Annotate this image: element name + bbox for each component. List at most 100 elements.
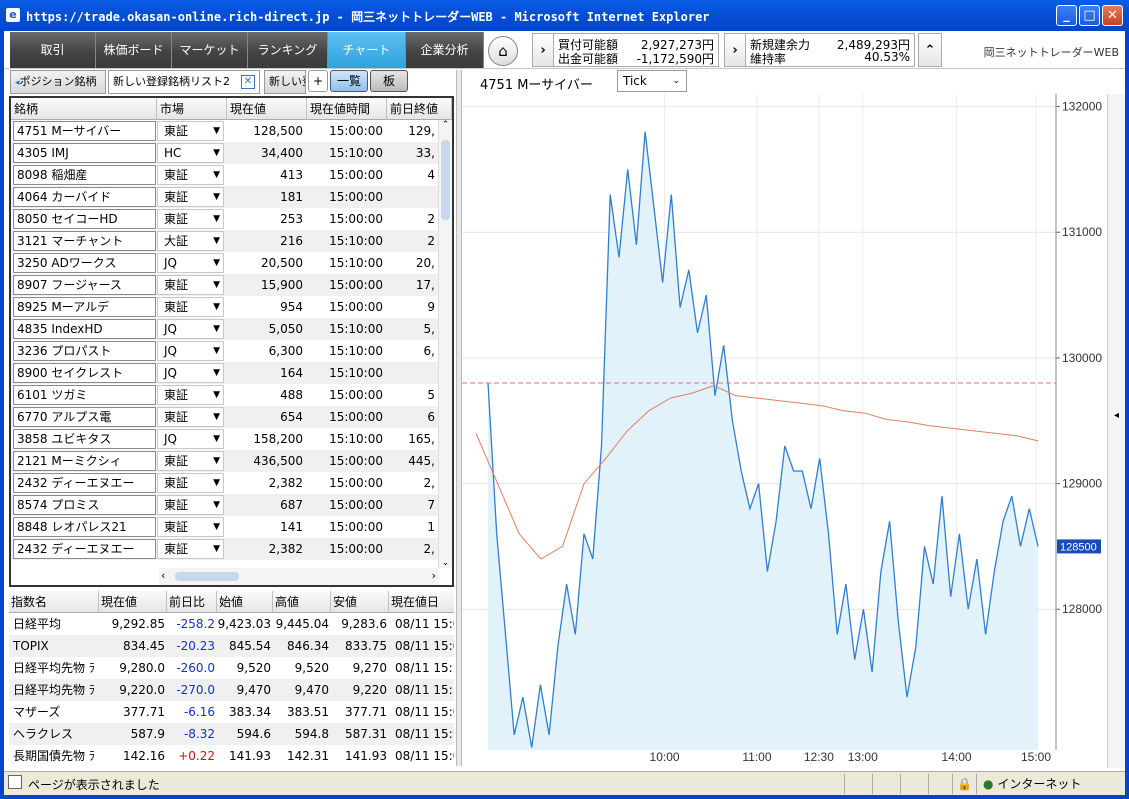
index-row[interactable]: 日経平均 9,292.85 -258.2 9,423.03 9,445.04 9,283.…: [9, 613, 454, 635]
table-row[interactable]: 4835 IndexHD JQ ▼ 5,050 15:10:00 5,: [11, 318, 438, 340]
vscroll-thumb[interactable]: [441, 140, 450, 220]
market-select[interactable]: 東証 ▼: [157, 385, 224, 405]
tab-new-list[interactable]: 新しい登: [264, 70, 306, 94]
minimize-button[interactable]: _: [1056, 5, 1077, 26]
market-select[interactable]: JQ ▼: [157, 341, 224, 361]
table-row[interactable]: 8907 フージャース 東証 ▼ 15,900 15:00:00 17,: [11, 274, 438, 296]
table-row[interactable]: 6101 ツガミ 東証 ▼ 488 15:00:00 5: [11, 384, 438, 406]
close-tab-icon[interactable]: ✕: [241, 75, 255, 89]
symbol-name[interactable]: 8848 レオパレス21: [13, 517, 156, 537]
scroll-up-icon[interactable]: ⌃: [441, 120, 450, 130]
nav-tab-company[interactable]: 企業分析: [406, 32, 484, 68]
symbol-name[interactable]: 4305 IMJ: [13, 143, 156, 163]
market-select[interactable]: 東証 ▼: [157, 539, 224, 559]
nav-tab-board[interactable]: 株価ボード: [96, 32, 172, 68]
symbol-name[interactable]: 3858 ユビキタス: [13, 429, 156, 449]
symbol-name[interactable]: 6101 ツガミ: [13, 385, 156, 405]
market-select[interactable]: 東証 ▼: [157, 495, 224, 515]
symbol-name[interactable]: 8574 プロミス: [13, 495, 156, 515]
market-select[interactable]: 東証 ▼: [157, 121, 224, 141]
symbol-name[interactable]: 8098 稲畑産: [13, 165, 156, 185]
symbol-name[interactable]: 8907 フージャース: [13, 275, 156, 295]
index-row[interactable]: マザーズ 377.71 -6.16 383.34 383.51 377.71 08/11 1…: [9, 701, 454, 723]
col-price[interactable]: 現在値: [227, 98, 307, 120]
symbol-name[interactable]: 2432 ディーエヌエー: [13, 473, 156, 493]
market-select[interactable]: 東証 ▼: [157, 165, 224, 185]
market-select[interactable]: JQ ▼: [157, 319, 224, 339]
market-select[interactable]: JQ ▼: [157, 253, 224, 273]
table-row[interactable]: 3858 ユビキタス JQ ▼ 158,200 15:10:00 165,: [11, 428, 438, 450]
watchlist-hscroll[interactable]: ‹ ›: [159, 568, 438, 585]
market-select[interactable]: 東証 ▼: [157, 275, 224, 295]
nav-tab-chart[interactable]: チャート: [328, 32, 406, 68]
tab-watchlist-2[interactable]: 新しい登録銘柄リスト2 ✕: [108, 70, 260, 94]
right-panel-toggle[interactable]: ◂: [1107, 94, 1125, 768]
table-row[interactable]: 2432 ディーエヌエー 東証 ▼ 2,382 15:00:00 2,: [11, 538, 438, 560]
board-view-button[interactable]: 板: [370, 70, 408, 92]
symbol-name[interactable]: 8900 セイクレスト: [13, 363, 156, 383]
col-time[interactable]: 現在値時間: [307, 98, 387, 120]
market-select[interactable]: JQ ▼: [157, 429, 224, 449]
collapse-up-button[interactable]: ⌃: [918, 33, 942, 67]
hscroll-thumb[interactable]: [175, 572, 239, 581]
symbol-name[interactable]: 2121 Mーミクシィ: [13, 451, 156, 471]
symbol-name[interactable]: 4835 IndexHD: [13, 319, 156, 339]
col-index-high[interactable]: 高値: [273, 591, 331, 613]
market-select[interactable]: 大証 ▼: [157, 231, 224, 251]
index-row[interactable]: 長期国債先物 ﾗ 142.16 +0.22 141.93 142.31 141.93 08/…: [9, 745, 454, 767]
market-select[interactable]: 東証 ▼: [157, 451, 224, 471]
table-row[interactable]: 8900 セイクレスト JQ ▼ 164 15:10:00: [11, 362, 438, 384]
table-row[interactable]: 3121 マーチャント 大証 ▼ 216 15:10:00 2: [11, 230, 438, 252]
table-row[interactable]: 3236 プロパスト JQ ▼ 6,300 15:10:00 6,: [11, 340, 438, 362]
table-row[interactable]: 3250 ADワークス JQ ▼ 20,500 15:10:00 20,: [11, 252, 438, 274]
symbol-name[interactable]: 4064 カーバイド: [13, 187, 156, 207]
market-select[interactable]: JQ ▼: [157, 363, 224, 383]
col-prev[interactable]: 前日終値: [387, 98, 452, 120]
col-index-open[interactable]: 始値: [217, 591, 273, 613]
market-select[interactable]: 東証 ▼: [157, 297, 224, 317]
symbol-name[interactable]: 4751 Mーサイバー: [13, 121, 156, 141]
col-name[interactable]: 銘柄: [11, 98, 157, 120]
table-row[interactable]: 8848 レオパレス21 東証 ▼ 141 15:00:00 1: [11, 516, 438, 538]
table-row[interactable]: 4305 IMJ HC ▼ 34,400 15:10:00 33,: [11, 142, 438, 164]
market-select[interactable]: 東証 ▼: [157, 187, 224, 207]
scroll-down-icon[interactable]: ⌄: [441, 558, 450, 568]
tab-positions[interactable]: ◂ポジション銘柄: [10, 70, 106, 94]
symbol-name[interactable]: 8050 セイコーHD: [13, 209, 156, 229]
account-expand-button[interactable]: ›: [532, 33, 554, 67]
list-view-button[interactable]: 一覧: [330, 70, 368, 92]
col-index-price[interactable]: 現在値: [99, 591, 167, 613]
index-row[interactable]: TOPIX 834.45 -20.23 845.54 846.34 833.75 08/11…: [9, 635, 454, 657]
table-row[interactable]: 4751 Mーサイバー 東証 ▼ 128,500 15:00:00 129,: [11, 120, 438, 142]
maximize-button[interactable]: □: [1079, 5, 1100, 26]
margin-expand-button[interactable]: ›: [724, 33, 746, 67]
scroll-right-icon[interactable]: ›: [431, 569, 436, 582]
scroll-left-icon[interactable]: ‹: [161, 569, 166, 582]
symbol-name[interactable]: 3236 プロパスト: [13, 341, 156, 361]
interval-select[interactable]: Tick ⌄: [617, 70, 687, 92]
table-row[interactable]: 8050 セイコーHD 東証 ▼ 253 15:00:00 2: [11, 208, 438, 230]
panel-splitter[interactable]: [456, 70, 462, 766]
price-chart[interactable]: 132000 131000 130000 129000 128000 10:00 11:00…: [462, 94, 1107, 768]
index-row[interactable]: 日経平均先物 ﾗ 9,280.0 -260.0 9,520 9,520 9,270 08/1…: [9, 657, 454, 679]
market-select[interactable]: 東証 ▼: [157, 209, 224, 229]
col-index-low[interactable]: 安値: [331, 591, 389, 613]
col-index-name[interactable]: 指数名: [9, 591, 99, 613]
nav-tab-trade[interactable]: 取引: [10, 32, 96, 68]
nav-tab-market[interactable]: マーケット: [172, 32, 248, 68]
table-row[interactable]: 2121 Mーミクシィ 東証 ▼ 436,500 15:00:00 445,: [11, 450, 438, 472]
symbol-name[interactable]: 2432 ディーエヌエー: [13, 539, 156, 559]
market-select[interactable]: 東証 ▼: [157, 407, 224, 427]
table-row[interactable]: 8574 プロミス 東証 ▼ 687 15:00:00 7: [11, 494, 438, 516]
market-select[interactable]: HC ▼: [157, 143, 224, 163]
table-row[interactable]: 6770 アルプス電 東証 ▼ 654 15:00:00 6: [11, 406, 438, 428]
table-row[interactable]: 8925 Mーアルデ 東証 ▼ 954 15:00:00 9: [11, 296, 438, 318]
symbol-name[interactable]: 6770 アルプス電: [13, 407, 156, 427]
add-tab-button[interactable]: +: [308, 70, 328, 92]
home-button[interactable]: ⌂: [485, 36, 519, 66]
market-select[interactable]: 東証 ▼: [157, 473, 224, 493]
market-select[interactable]: 東証 ▼: [157, 517, 224, 537]
symbol-name[interactable]: 8925 Mーアルデ: [13, 297, 156, 317]
close-button[interactable]: ✕: [1102, 5, 1123, 26]
watchlist-vscroll[interactable]: ⌃ ⌄: [438, 120, 452, 568]
